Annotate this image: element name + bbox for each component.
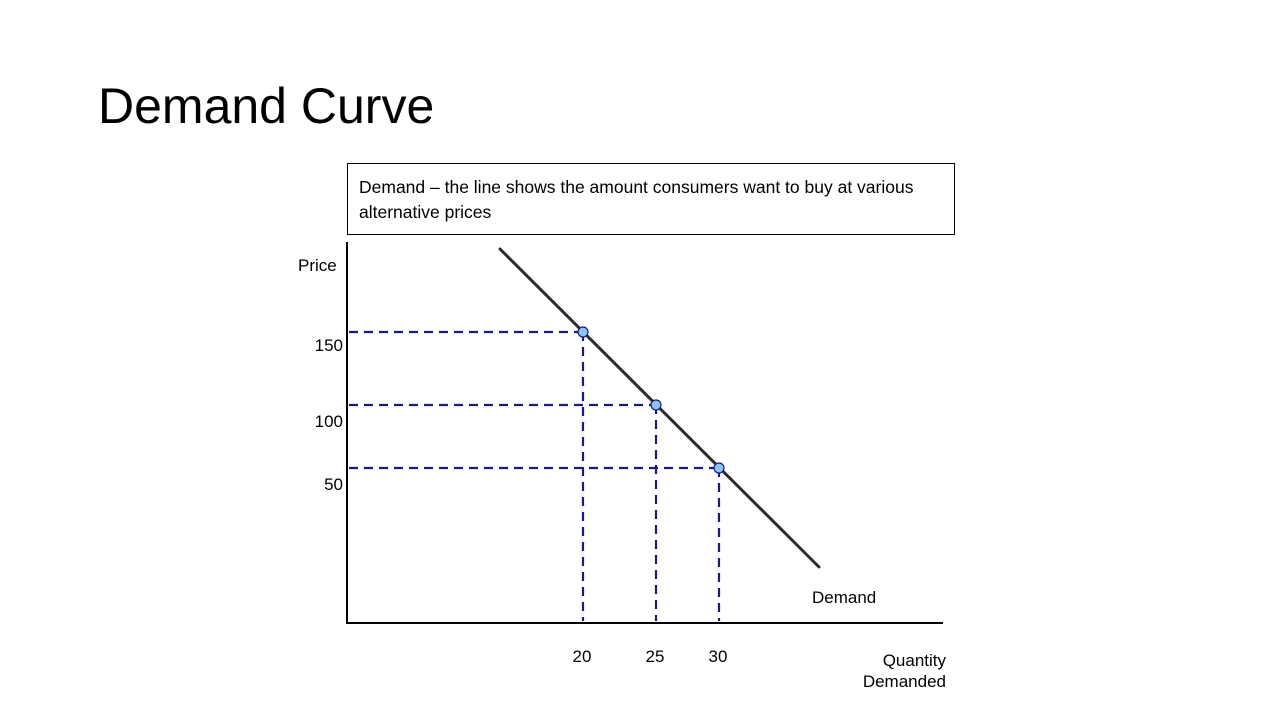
y-tick-label: 50 (324, 475, 343, 494)
caption-text: Demand – the line shows the amount consu… (359, 177, 914, 222)
data-point (577, 326, 589, 338)
y-tick-label: 150 (315, 336, 343, 355)
data-point (650, 399, 662, 411)
x-tick-label: 20 (573, 647, 592, 666)
data-point (713, 462, 725, 474)
demand-line-label: Demand (812, 588, 876, 607)
slide-title: Demand Curve (98, 78, 435, 134)
y-tick-label: 100 (315, 412, 343, 431)
x-axis-label: Quantity Demanded (863, 651, 947, 691)
guide-lines (349, 330, 721, 621)
tick-labels: 20 25 30 150 100 50 (315, 336, 728, 666)
x-tick-label: 30 (709, 647, 728, 666)
data-points (577, 326, 725, 474)
x-axis-label-line: Demanded (863, 672, 946, 691)
y-axis-label: Price (298, 256, 337, 275)
x-axis-label-line: Quantity (883, 651, 947, 670)
x-tick-label: 25 (646, 647, 665, 666)
caption-box: Demand – the line shows the amount consu… (347, 163, 955, 235)
